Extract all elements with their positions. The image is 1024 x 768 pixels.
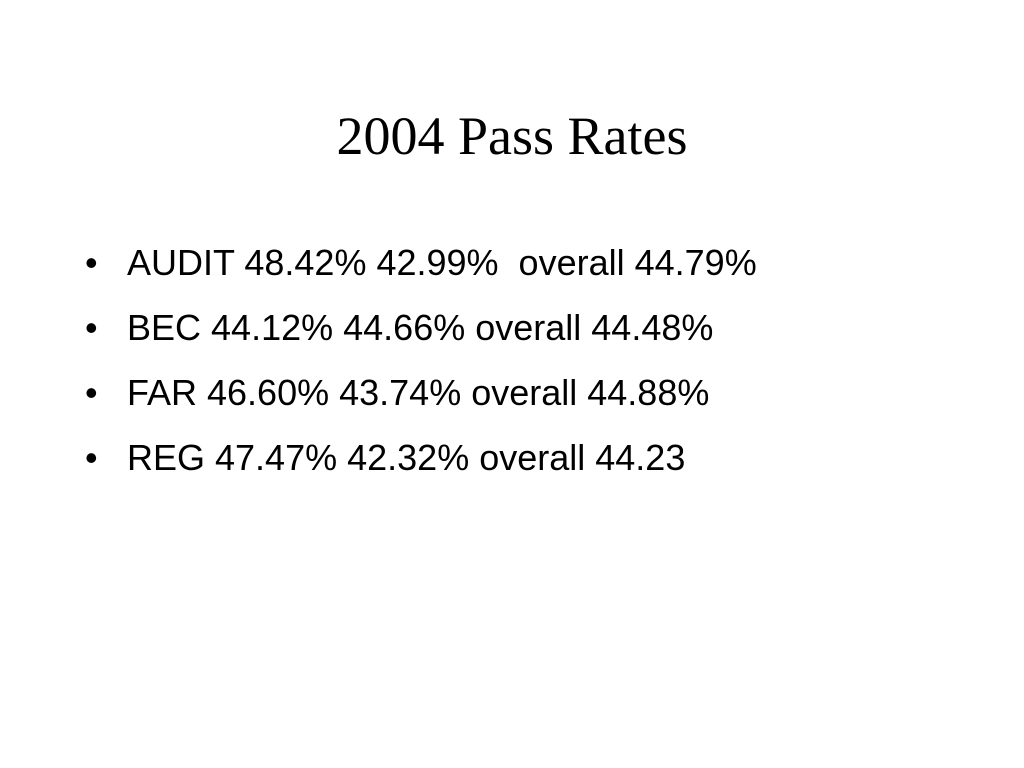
- bullet-item: REG 47.47% 42.32% overall 44.23: [85, 425, 757, 490]
- bullet-item: BEC 44.12% 44.66% overall 44.48%: [85, 295, 757, 360]
- bullet-item: FAR 46.60% 43.74% overall 44.88%: [85, 360, 757, 425]
- slide-title: 2004 Pass Rates: [336, 106, 688, 166]
- bullet-list: AUDIT 48.42% 42.99% overall 44.79%BEC 44…: [85, 230, 757, 490]
- bullet-item: AUDIT 48.42% 42.99% overall 44.79%: [85, 230, 757, 295]
